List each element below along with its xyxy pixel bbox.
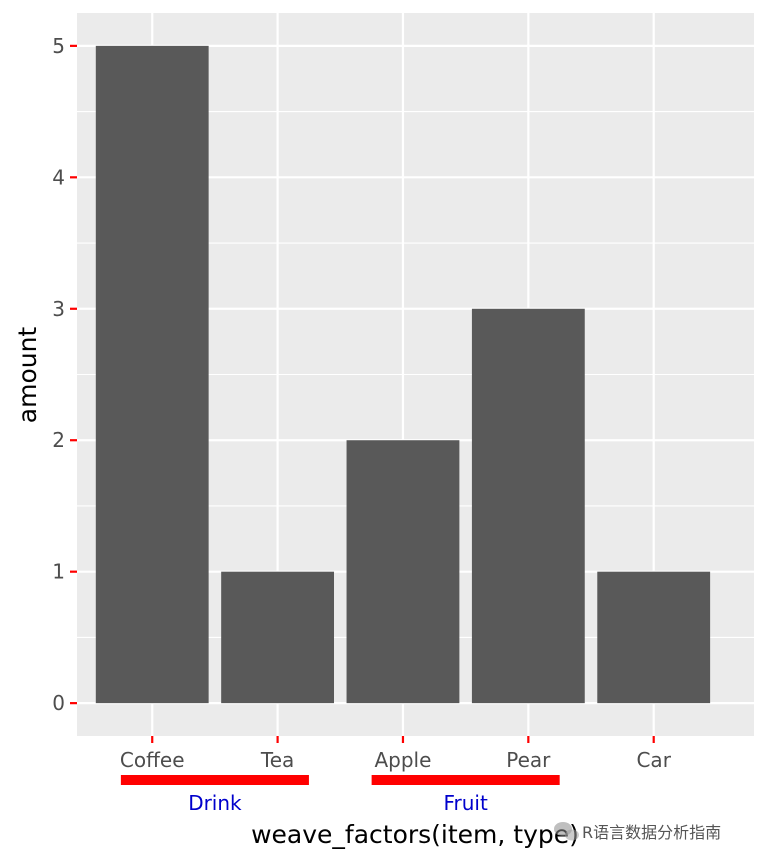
x-tick-label: Tea — [260, 748, 294, 772]
y-tick-label: 0 — [52, 691, 65, 715]
group-label-drink: Drink — [188, 791, 242, 815]
y-tick-label: 5 — [52, 34, 65, 58]
y-tick-label: 4 — [52, 165, 65, 189]
y-axis-title: amount — [13, 327, 42, 424]
group-label-fruit: Fruit — [443, 791, 488, 815]
watermark: R语言数据分析指南 — [554, 822, 721, 842]
bar-pear — [471, 308, 585, 704]
group-bracket-drink — [120, 775, 309, 785]
x-tick-label: Apple — [374, 748, 431, 772]
y-axis: 0 1 2 3 4 5 — [52, 34, 77, 715]
bars — [95, 45, 711, 704]
x-tick-label: Pear — [506, 748, 551, 772]
y-tick-label: 2 — [52, 428, 65, 452]
bar-car — [597, 571, 711, 704]
x-axis-title: weave_factors(item, type) — [251, 820, 579, 849]
x-tick-label: Coffee — [120, 748, 185, 772]
group-annotations: Drink Fruit — [120, 775, 560, 815]
group-bracket-fruit — [371, 775, 560, 785]
y-tick-label: 1 — [52, 560, 65, 584]
bar-apple — [346, 440, 460, 704]
bar-coffee — [95, 45, 209, 704]
x-axis: Coffee Tea Apple Pear Car — [120, 736, 672, 772]
watermark-text: R语言数据分析指南 — [582, 823, 721, 842]
wechat-icon — [554, 822, 579, 841]
bar-tea — [221, 571, 335, 704]
y-tick-label: 3 — [52, 297, 65, 321]
x-tick-label: Car — [636, 748, 671, 772]
